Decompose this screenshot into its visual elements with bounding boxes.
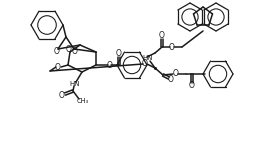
Text: O: O bbox=[59, 92, 65, 100]
Text: O: O bbox=[142, 60, 148, 68]
Text: HN: HN bbox=[70, 82, 80, 87]
Text: O: O bbox=[72, 47, 78, 55]
Text: O: O bbox=[107, 61, 113, 69]
Text: O: O bbox=[189, 82, 195, 90]
Text: O: O bbox=[169, 43, 175, 51]
Text: O: O bbox=[55, 63, 61, 71]
Text: O: O bbox=[168, 76, 174, 84]
Text: O: O bbox=[54, 47, 60, 55]
Text: HN: HN bbox=[143, 55, 153, 62]
Text: O: O bbox=[116, 50, 122, 59]
Text: O: O bbox=[66, 45, 72, 54]
Text: O: O bbox=[159, 32, 165, 40]
Text: O: O bbox=[173, 68, 179, 78]
Text: CH₃: CH₃ bbox=[77, 98, 89, 104]
